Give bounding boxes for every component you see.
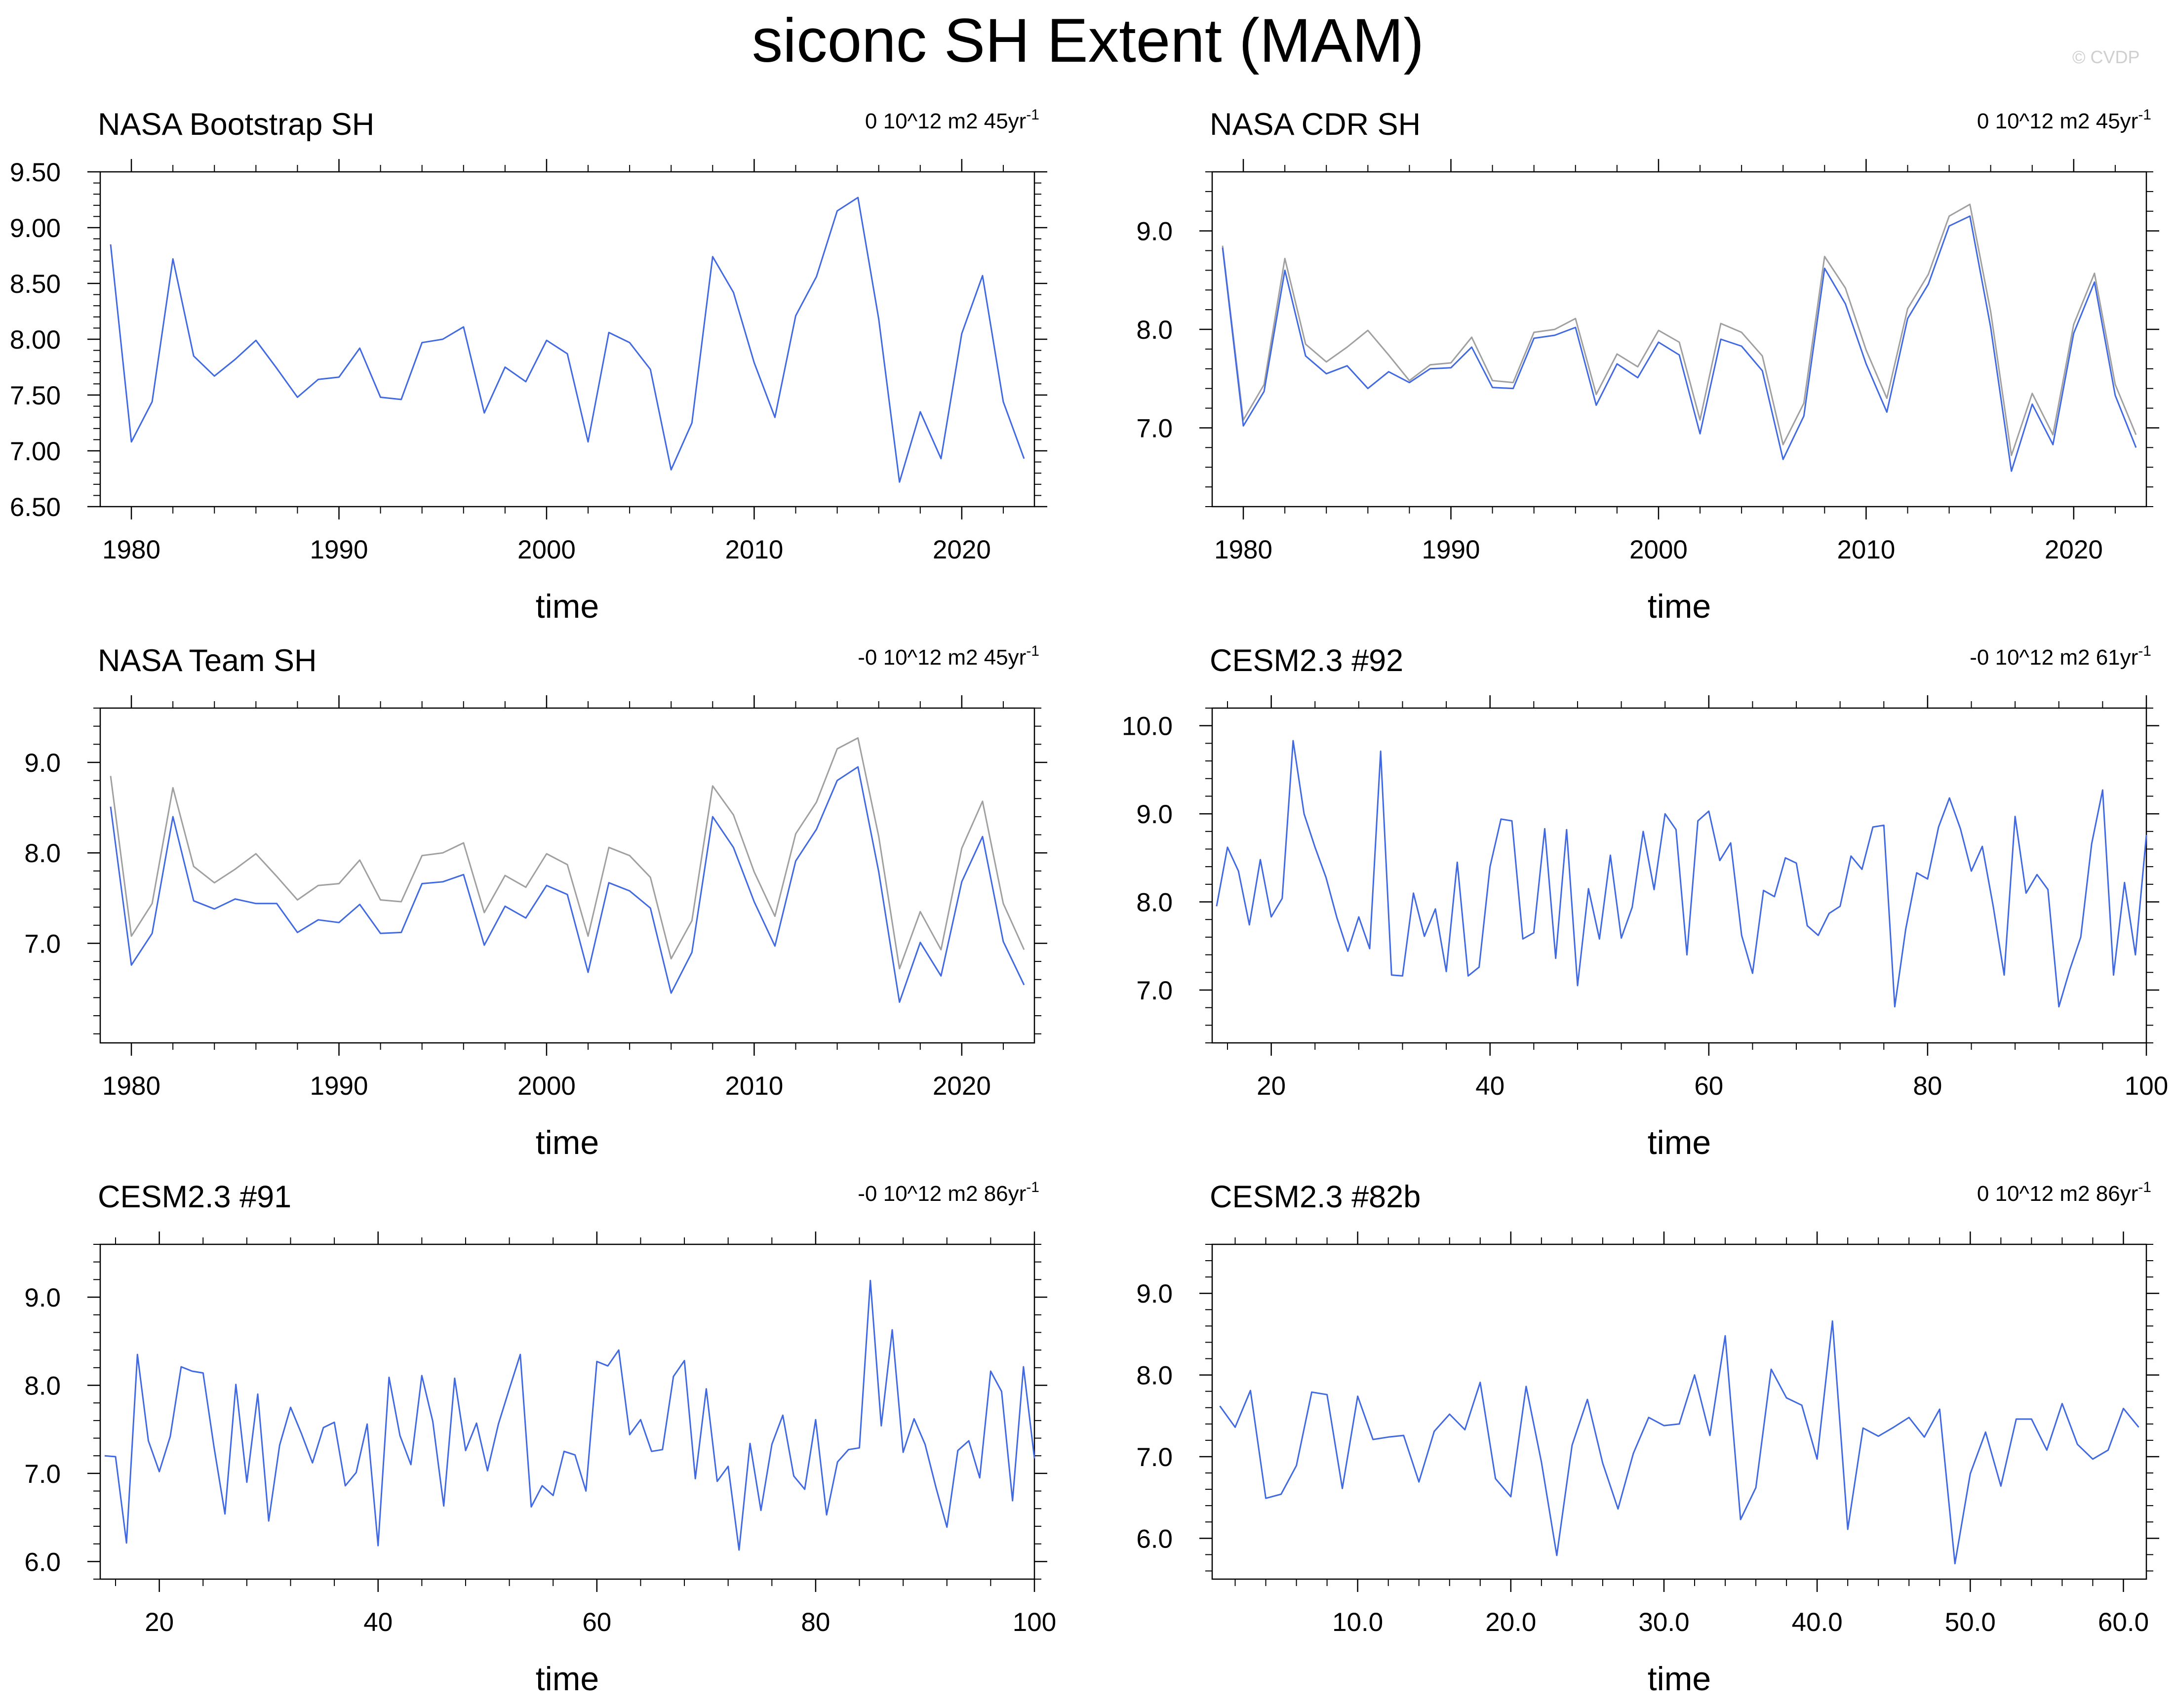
y-tick-label: 7.0 — [24, 929, 61, 958]
x-tick-label: 1980 — [102, 535, 160, 564]
x-axis-label: time — [1648, 1660, 1711, 1698]
plot-frame — [1211, 1243, 2147, 1580]
panel-title: NASA Team SH — [98, 643, 317, 678]
y-tick-label: 8.0 — [1136, 316, 1173, 345]
panel-title: NASA Bootstrap SH — [98, 107, 374, 142]
y-tick-label: 7.50 — [10, 381, 61, 410]
plot-frame — [99, 707, 1035, 1044]
x-axis-label: time — [536, 1124, 599, 1161]
x-tick-label: 30.0 — [1638, 1608, 1689, 1637]
chart-panel-2: 1980 1990 2000 2010 2020 7.0 8.0 9.0 NASA CDR SH… — [1136, 107, 2159, 625]
x-tick-label: 2020 — [933, 535, 991, 564]
chart-panel-5: 20 40 60 80 100 6.0 7.0 8.0 9.0 CESM2.3 #91 -0 10^… — [24, 1179, 1056, 1698]
x-tick-label: 2010 — [725, 535, 783, 564]
series-line-reference — [110, 737, 1025, 970]
y-tick-label: 8.0 — [24, 839, 61, 868]
x-axis-label: time — [536, 588, 599, 625]
x-axis-label: time — [536, 1660, 599, 1698]
chart-panel-1: 1980 1990 2000 2010 2020 6.50 7.00 7.50 8.00 8.50… — [10, 107, 1047, 625]
x-tick-label: 2000 — [517, 535, 576, 564]
plot-frame — [99, 171, 1035, 508]
x-tick-label: 2000 — [517, 1072, 576, 1101]
series-line-reference — [1222, 203, 2137, 456]
x-tick-label: 1990 — [310, 1072, 368, 1101]
plot-frame — [1211, 171, 2147, 508]
y-tick-label: 9.0 — [1136, 1279, 1173, 1309]
x-tick-label: 40 — [363, 1608, 393, 1637]
x-axis-label: time — [1648, 588, 1711, 625]
y-tick-label: 8.0 — [1136, 1361, 1173, 1390]
x-tick-label: 40 — [1475, 1072, 1504, 1101]
y-tick-label: 8.00 — [10, 325, 61, 355]
y-tick-label: 9.50 — [10, 158, 61, 187]
series-line-model — [1216, 740, 2147, 1008]
series-line-model — [110, 197, 1025, 483]
x-tick-label: 100 — [1013, 1608, 1056, 1637]
x-tick-label: 2020 — [933, 1072, 991, 1101]
trend-annotation: -0 10^12 m2 61yr-1 — [1970, 643, 2151, 670]
x-tick-label: 1990 — [1422, 535, 1480, 564]
y-tick-label: 10.0 — [1122, 712, 1173, 741]
series-line-model — [104, 1279, 1035, 1551]
copyright-watermark: © CVDP — [2072, 47, 2140, 67]
panel-title: CESM2.3 #82b — [1210, 1180, 1421, 1214]
series-line-model — [1219, 1320, 2139, 1565]
x-tick-label: 10.0 — [1332, 1608, 1383, 1637]
x-tick-label: 20.0 — [1485, 1608, 1536, 1637]
x-tick-label: 20 — [1257, 1072, 1286, 1101]
y-tick-label: 8.0 — [24, 1371, 61, 1400]
trend-annotation: 0 10^12 m2 45yr-1 — [865, 107, 1039, 133]
x-tick-label: 80 — [801, 1608, 830, 1637]
y-tick-label: 7.0 — [1136, 414, 1173, 443]
x-tick-label: 2010 — [725, 1072, 783, 1101]
y-tick-label: 7.0 — [1136, 1443, 1173, 1472]
y-tick-label: 9.0 — [1136, 800, 1173, 829]
panel-title: CESM2.3 #91 — [98, 1180, 291, 1214]
x-tick-label: 2010 — [1837, 535, 1895, 564]
panel-title: NASA CDR SH — [1210, 107, 1421, 142]
x-tick-label: 2000 — [1629, 535, 1688, 564]
trend-annotation: -0 10^12 m2 45yr-1 — [858, 643, 1039, 670]
x-tick-label: 20 — [145, 1608, 174, 1637]
x-tick-label: 1980 — [102, 1072, 160, 1101]
y-tick-label: 7.0 — [24, 1460, 61, 1489]
x-tick-label: 2020 — [2045, 535, 2103, 564]
y-tick-label: 7.00 — [10, 437, 61, 466]
trend-annotation: 0 10^12 m2 45yr-1 — [1977, 107, 2151, 133]
trend-annotation: 0 10^12 m2 86yr-1 — [1977, 1179, 2151, 1206]
panel-title: CESM2.3 #92 — [1210, 643, 1403, 678]
series-line-model — [110, 766, 1025, 1003]
y-tick-label: 9.0 — [1136, 217, 1173, 246]
y-tick-label: 6.50 — [10, 493, 61, 522]
plot-frame — [99, 1243, 1035, 1580]
x-tick-label: 1990 — [310, 535, 368, 564]
x-tick-label: 60 — [1694, 1072, 1723, 1101]
x-axis-label: time — [1648, 1124, 1711, 1161]
y-tick-label: 9.00 — [10, 214, 61, 243]
chart-panel-3: 1980 1990 2000 2010 2020 7.0 8.0 9.0 NASA Team S… — [24, 643, 1047, 1161]
x-tick-label: 40.0 — [1792, 1608, 1843, 1637]
y-tick-label: 9.0 — [24, 749, 61, 778]
x-tick-label: 80 — [1913, 1072, 1942, 1101]
x-tick-label: 60.0 — [2098, 1608, 2149, 1637]
y-tick-label: 8.0 — [1136, 888, 1173, 917]
y-tick-label: 9.0 — [24, 1283, 61, 1312]
series-line-model — [1222, 215, 2137, 472]
y-tick-label: 6.0 — [24, 1548, 61, 1577]
plot-frame — [1211, 707, 2147, 1044]
x-tick-label: 1980 — [1214, 535, 1272, 564]
chart-panel-6: 10.0 20.0 30.0 40.0 50.0 60.0 6.0 7.0 8.0 9.0 CESM… — [1136, 1179, 2159, 1698]
x-tick-label: 60 — [582, 1608, 611, 1637]
y-tick-label: 7.0 — [1136, 976, 1173, 1005]
trend-annotation: -0 10^12 m2 86yr-1 — [858, 1179, 1039, 1206]
y-tick-label: 6.0 — [1136, 1524, 1173, 1553]
chart-panel-4: 20 40 60 80 100 7.0 8.0 9.0 10.0 CESM2.3 #92 -0 10… — [1122, 643, 2168, 1161]
x-tick-label: 50.0 — [1945, 1608, 1996, 1637]
figure-title: siconc SH Extent (MAM) — [752, 6, 1424, 75]
x-tick-label: 100 — [2125, 1072, 2168, 1101]
y-tick-label: 8.50 — [10, 270, 61, 299]
